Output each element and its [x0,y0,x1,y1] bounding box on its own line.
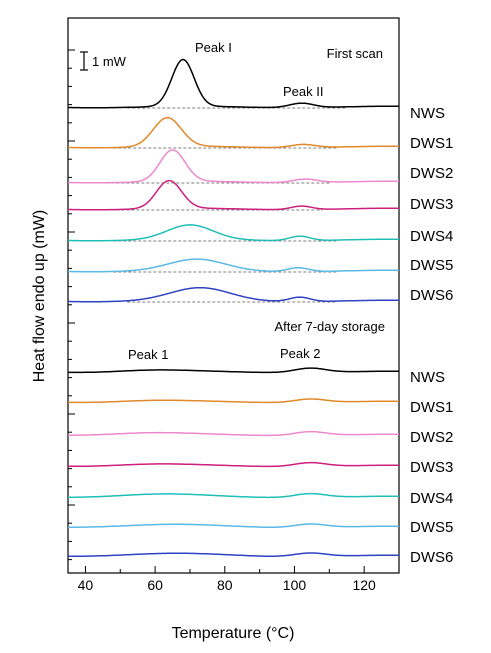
plot-frame [67,17,400,574]
sample-label-nws: NWS [410,369,445,386]
sample-label-dws1: DWS1 [410,399,453,416]
sample-label-nws: NWS [410,105,445,122]
sample-label-dws6: DWS6 [410,549,453,566]
curve-dws2-after-storage [68,430,399,437]
curve-dws3-first-scan [68,179,399,211]
curves [68,58,399,557]
sample-label-dws2: DWS2 [410,429,453,446]
sample-label-dws5: DWS5 [410,257,453,274]
scale-bar: 1 mW [80,51,127,71]
curve-dws1-after-storage [68,398,399,404]
peak-2-label: Peak 2 [280,346,320,361]
x-axis-title: Temperature (°C) [172,625,295,642]
x-tick-label: 80 [217,577,233,593]
sample-labels: NWS DWS1 DWS2 DWS3 DWS4 DWS5 DWS6 NWS DWS1 DWS2 DW… [410,105,453,566]
curve-nws-first-scan [68,58,399,109]
curve-nws-after-storage [68,367,399,374]
curve-dws1-first-scan [68,116,399,149]
curve-dws4-after-storage [68,492,399,499]
sample-label-dws1: DWS1 [410,135,453,152]
peak-I-label: Peak I [195,40,232,55]
x-tick-label: 40 [78,577,94,593]
first-scan-label: First scan [327,46,383,61]
scale-bar-label: 1 mW [92,54,127,69]
sample-label-dws4: DWS4 [410,490,453,507]
curve-dws4-first-scan [68,224,399,242]
sample-label-dws3: DWS3 [410,459,453,476]
after-storage-label: After 7-day storage [274,319,385,334]
peak-II-label: Peak II [283,84,323,99]
y-axis-title: Heat flow endo up (mW) [31,210,48,383]
curve-dws3-after-storage [68,461,399,468]
curve-dws5-first-scan [68,258,399,273]
x-tick-label: 120 [352,577,376,593]
x-tick-label: 100 [283,577,307,593]
sample-label-dws3: DWS3 [410,196,453,213]
curve-dws6-first-scan [68,286,399,303]
curve-dws5-after-storage [68,523,399,528]
x-axis-ticks: 40 60 80 100 120 [78,566,400,593]
curve-dws6-after-storage [68,552,399,557]
y-axis-ticks [68,49,75,561]
x-tick-label: 60 [147,577,163,593]
curve-dws2-first-scan [68,149,399,184]
sample-label-dws5: DWS5 [410,519,453,536]
sample-label-dws4: DWS4 [410,228,453,245]
sample-label-dws2: DWS2 [410,165,453,182]
sample-label-dws6: DWS6 [410,287,453,304]
baselines [106,107,347,303]
peak-1-label: Peak 1 [128,347,168,362]
